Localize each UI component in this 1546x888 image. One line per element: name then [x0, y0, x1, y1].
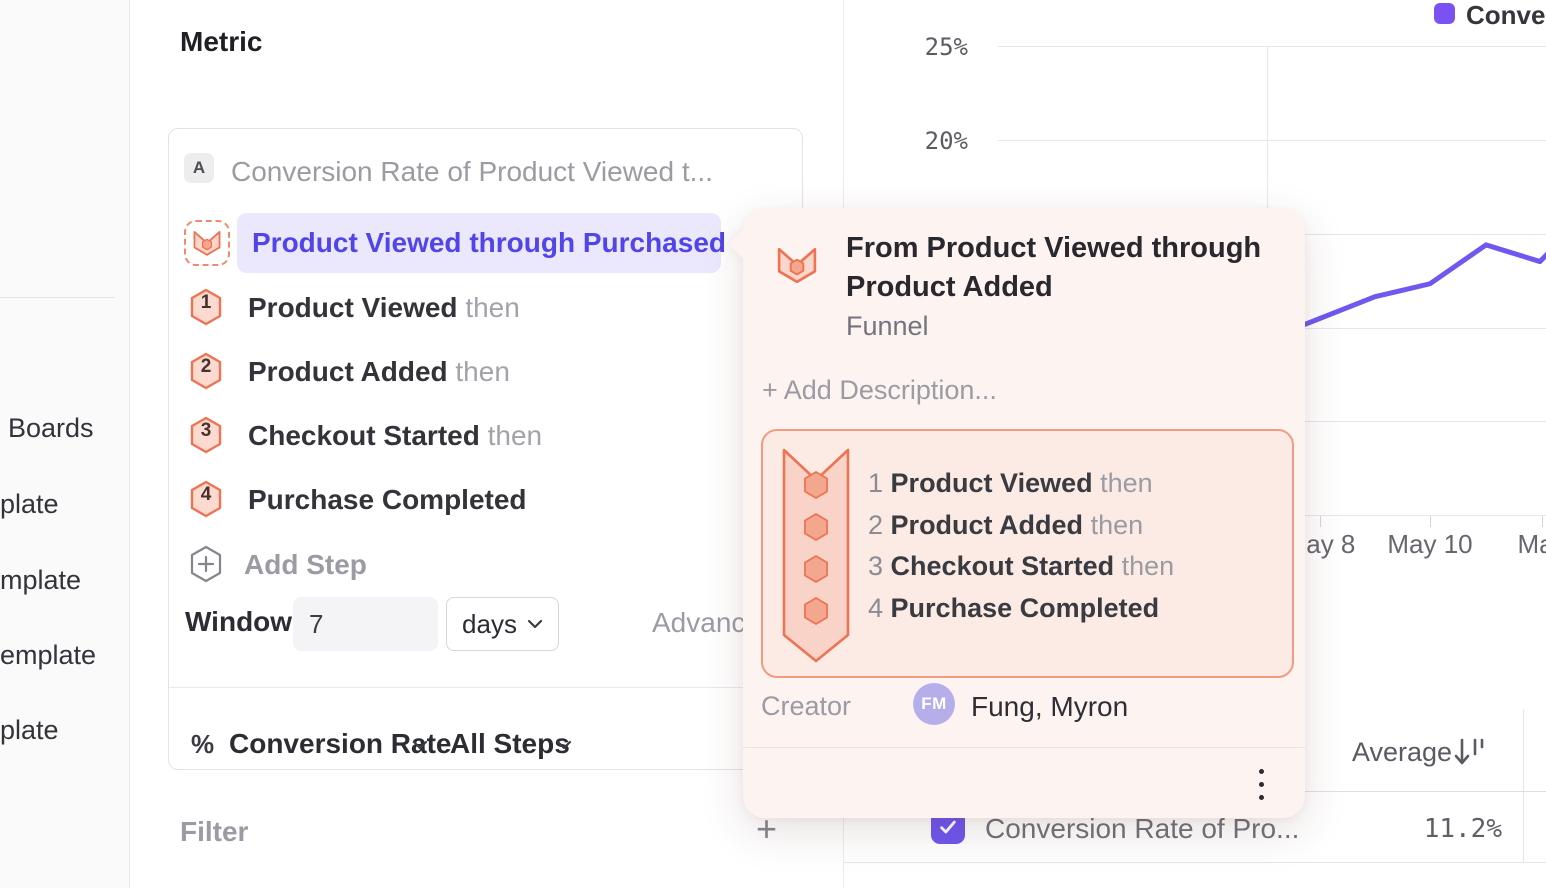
window-unit-value: days — [462, 608, 517, 639]
checkmark-icon — [940, 820, 956, 834]
step-number: 2 — [200, 356, 212, 377]
table-column-divider — [1523, 710, 1524, 863]
step-number-badge: 4 — [189, 480, 223, 518]
metric-title[interactable]: Conversion Rate of Product Viewed t... — [231, 156, 713, 187]
y-axis-tick-label: 25% — [924, 33, 968, 61]
x-axis-tick-label: May — [1517, 529, 1546, 559]
series-average-value: 11.2% — [1423, 814, 1502, 844]
add-description-link[interactable]: + Add Description... — [762, 375, 997, 405]
metric-card: A Conversion Rate of Product Viewed t...… — [168, 128, 803, 770]
funnel-banner-icon — [782, 448, 850, 663]
sidebar-item-template-4[interactable]: plate — [0, 715, 59, 745]
chevron-down-icon — [527, 619, 543, 629]
step-suffix: then — [465, 292, 520, 323]
window-value-input[interactable] — [293, 597, 438, 651]
more-options-kebab-icon[interactable] — [1248, 759, 1274, 809]
left-sidebar: Boards plate mplate emplate plate — [0, 0, 130, 888]
sort-descending-icon[interactable] — [1452, 735, 1490, 771]
window-unit-select[interactable]: days — [446, 597, 559, 651]
steps-scope-dropdown[interactable]: All Steps — [450, 728, 570, 759]
step-number-badge: 2 — [189, 352, 223, 390]
step-suffix: then — [455, 356, 510, 387]
creator-label: Creator — [761, 691, 852, 721]
metric-details-popover: From Product Viewed through Product Adde… — [728, 208, 1305, 818]
chevron-down-icon[interactable] — [556, 740, 572, 750]
legend-color-swatch — [1434, 3, 1455, 24]
gridline — [998, 46, 1546, 47]
table-header-average[interactable]: Average — [1352, 737, 1453, 767]
popover-footer-divider — [743, 747, 1305, 748]
percent-icon: % — [191, 729, 215, 759]
step-number: 4 — [200, 484, 212, 505]
popover-type-label: Funnel — [846, 311, 929, 341]
step-number: 3 — [200, 420, 212, 441]
popover-step-row: 3 Checkout Started then — [868, 551, 1175, 581]
measurement-row: % Conversion Rate All Steps — [169, 725, 804, 765]
table-row-divider — [843, 862, 1546, 863]
sidebar-item-template-3[interactable]: emplate — [0, 640, 97, 670]
window-label: Window — [185, 606, 293, 637]
step-number: 1 — [200, 292, 212, 313]
y-axis-tick-label: 20% — [924, 127, 968, 155]
add-step-button[interactable]: Add Step — [169, 545, 804, 585]
selected-event-pill[interactable]: Product Viewed through Purchased — [237, 213, 726, 273]
funnel-step-row[interactable]: 2 Product Added then — [169, 352, 804, 392]
x-axis-tick-label: May 10 — [1387, 529, 1473, 559]
step-name[interactable]: Product Viewed — [248, 292, 458, 323]
step-name[interactable]: Product Added — [248, 356, 448, 387]
card-divider — [169, 687, 802, 688]
metric-letter-badge: A — [184, 153, 214, 183]
funnel-icon — [777, 247, 817, 284]
x-axis-tick — [1320, 516, 1321, 527]
add-step-label: Add Step — [244, 549, 367, 580]
add-step-hexagon-plus-icon — [189, 545, 223, 583]
conversion-line-chart[interactable] — [998, 40, 1546, 530]
gridline — [998, 140, 1546, 141]
metric-section-title: Metric — [180, 26, 263, 57]
step-name[interactable]: Purchase Completed — [248, 484, 527, 515]
sidebar-divider — [0, 297, 115, 298]
series-row-label[interactable]: Conversion Rate of Pro... — [985, 813, 1300, 844]
legend-label[interactable]: Conver — [1466, 0, 1546, 30]
conversion-line — [1297, 242, 1546, 329]
funnel-summary-card: 1 Product Viewed then 2 Product Added th… — [761, 429, 1294, 678]
step-name[interactable]: Checkout Started — [248, 420, 480, 451]
popover-step-row: 4 Purchase Completed — [868, 593, 1160, 623]
step-number-badge: 1 — [189, 288, 223, 326]
step-suffix: then — [487, 420, 543, 451]
popover-step-row: 2 Product Added then — [868, 510, 1144, 540]
funnel-step-row[interactable]: 3 Checkout Started then — [169, 416, 804, 456]
funnel-icon — [193, 231, 221, 256]
popover-title: From Product Viewed through Product Adde… — [846, 232, 1262, 303]
x-axis-tick — [1542, 516, 1543, 527]
creator-name[interactable]: Fung, Myron — [971, 691, 1129, 722]
add-filter-button[interactable]: + — [756, 808, 778, 849]
funnel-event-icon-box[interactable] — [184, 220, 230, 266]
funnel-step-row[interactable]: 4 Purchase Completed — [169, 480, 804, 520]
filter-section-title: Filter — [180, 816, 249, 847]
popover-step-row: 1 Product Viewed then — [868, 468, 1153, 498]
funnel-step-row[interactable]: 1 Product Viewed then — [169, 288, 804, 328]
sidebar-item-template-1[interactable]: plate — [0, 489, 59, 519]
chevron-down-icon[interactable] — [412, 740, 428, 750]
sidebar-item-boards[interactable]: Boards — [8, 413, 94, 443]
avatar: FM — [913, 683, 955, 725]
sidebar-item-template-2[interactable]: mplate — [0, 565, 82, 595]
x-axis-tick — [1430, 516, 1431, 527]
step-number-badge: 3 — [189, 416, 223, 454]
